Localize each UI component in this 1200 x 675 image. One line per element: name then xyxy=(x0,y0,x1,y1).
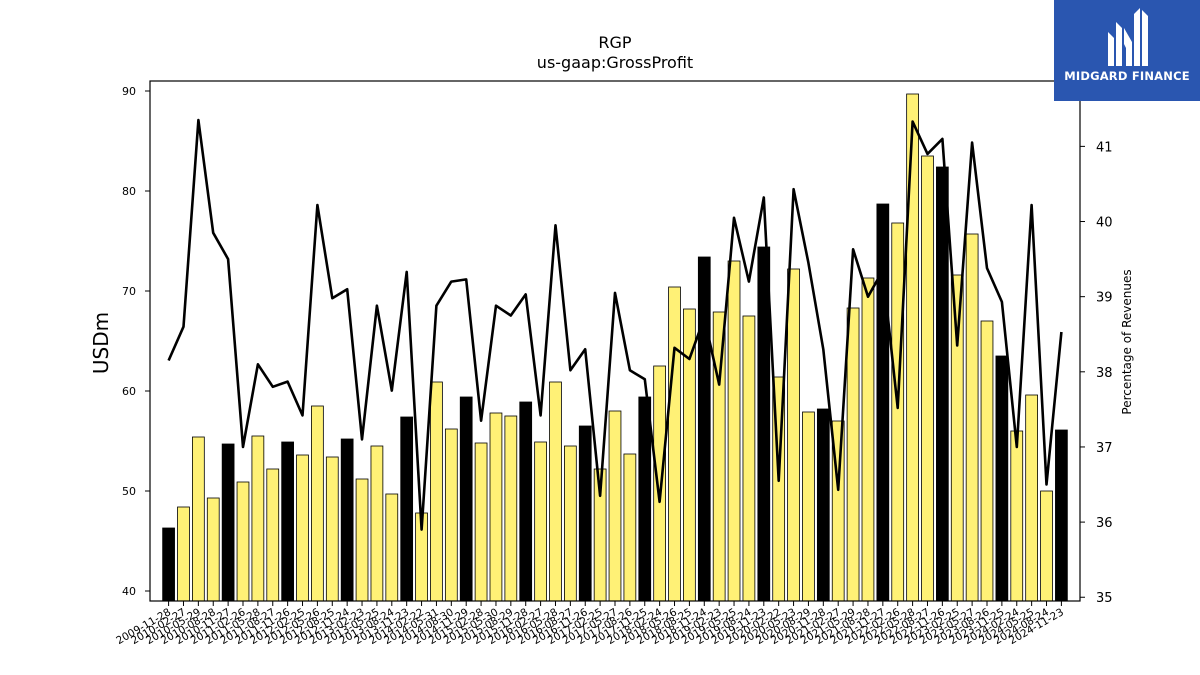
bar xyxy=(876,203,890,602)
bar xyxy=(564,445,577,602)
bar xyxy=(534,441,547,602)
bar xyxy=(251,435,265,602)
bar xyxy=(787,268,800,602)
chart-subtitle: us-gaap:GrossProfit xyxy=(537,53,693,72)
bar xyxy=(281,441,294,602)
bar xyxy=(683,308,696,602)
bar xyxy=(325,456,339,602)
bar xyxy=(549,381,562,602)
bar xyxy=(474,442,488,602)
bar xyxy=(192,436,205,602)
bar xyxy=(444,428,458,602)
bar xyxy=(638,396,652,602)
logo-wordmark: MIDGARD FINANCE xyxy=(1064,69,1190,83)
y-tick-label: 60 xyxy=(122,385,136,398)
y2-tick-label: 40 xyxy=(1096,216,1113,231)
bar xyxy=(355,478,369,602)
bar xyxy=(623,453,637,602)
bar xyxy=(519,401,533,602)
bar xyxy=(489,412,503,602)
bar xyxy=(1055,429,1068,602)
y2-tick-label: 41 xyxy=(1096,140,1113,155)
bar xyxy=(950,274,964,602)
bar xyxy=(206,497,220,602)
y-tick-label: 50 xyxy=(122,485,136,498)
bar xyxy=(936,166,949,602)
y-tick-label: 80 xyxy=(122,185,136,198)
bar xyxy=(653,365,666,602)
bar xyxy=(816,408,830,602)
bar xyxy=(742,315,756,602)
y2-tick-label: 35 xyxy=(1096,591,1113,606)
bar xyxy=(370,445,384,602)
bar xyxy=(891,222,905,602)
bar xyxy=(430,381,443,602)
bar xyxy=(906,93,919,602)
bar xyxy=(697,256,711,602)
bar xyxy=(1040,490,1053,602)
bar xyxy=(846,307,860,602)
y-tick-label: 90 xyxy=(122,85,136,98)
y-ticks-right: 35 36 37 38 39 40 41 xyxy=(1080,140,1113,606)
bar xyxy=(861,277,875,602)
bar xyxy=(504,415,518,602)
y-ticks-left: 40 50 60 70 80 90 xyxy=(122,85,150,598)
y2-tick-label: 36 xyxy=(1096,516,1113,531)
bar xyxy=(400,416,414,602)
bar xyxy=(980,320,994,602)
series-line xyxy=(167,118,1063,531)
bar xyxy=(236,481,250,602)
bar xyxy=(162,527,175,602)
y2-tick-label: 39 xyxy=(1096,291,1113,306)
y-axis-label: USDm xyxy=(89,312,113,374)
y-tick-label: 70 xyxy=(122,285,136,298)
y2-tick-label: 37 xyxy=(1096,441,1113,456)
bars-layer xyxy=(162,93,1068,602)
bar xyxy=(296,454,309,602)
bar xyxy=(995,355,1009,602)
bar xyxy=(311,405,324,602)
bar xyxy=(385,493,399,602)
brand-logo: MIDGARD FINANCE xyxy=(1054,0,1200,101)
bar xyxy=(266,468,280,602)
y2-tick-label: 38 xyxy=(1096,366,1113,381)
line-layer xyxy=(167,118,1063,531)
bar xyxy=(340,438,354,602)
chart-title: RGP xyxy=(598,33,632,52)
bar xyxy=(608,410,622,602)
bar xyxy=(921,155,934,602)
bar xyxy=(459,396,473,602)
bar xyxy=(1010,430,1024,602)
bar xyxy=(578,425,592,602)
bar xyxy=(1025,394,1038,602)
bar xyxy=(802,411,815,602)
bar xyxy=(177,506,190,602)
bar xyxy=(221,443,235,602)
logo-mark-icon xyxy=(1108,8,1148,66)
bar xyxy=(965,233,979,602)
bar xyxy=(668,286,681,602)
y2-axis-label: Percentage of Revenues xyxy=(1120,269,1134,414)
bar xyxy=(727,260,741,602)
y-tick-label: 40 xyxy=(122,585,136,598)
x-ticks: 2009-11-282010-02-272010-05-292010-08-28… xyxy=(114,601,1066,647)
bar xyxy=(712,311,726,602)
